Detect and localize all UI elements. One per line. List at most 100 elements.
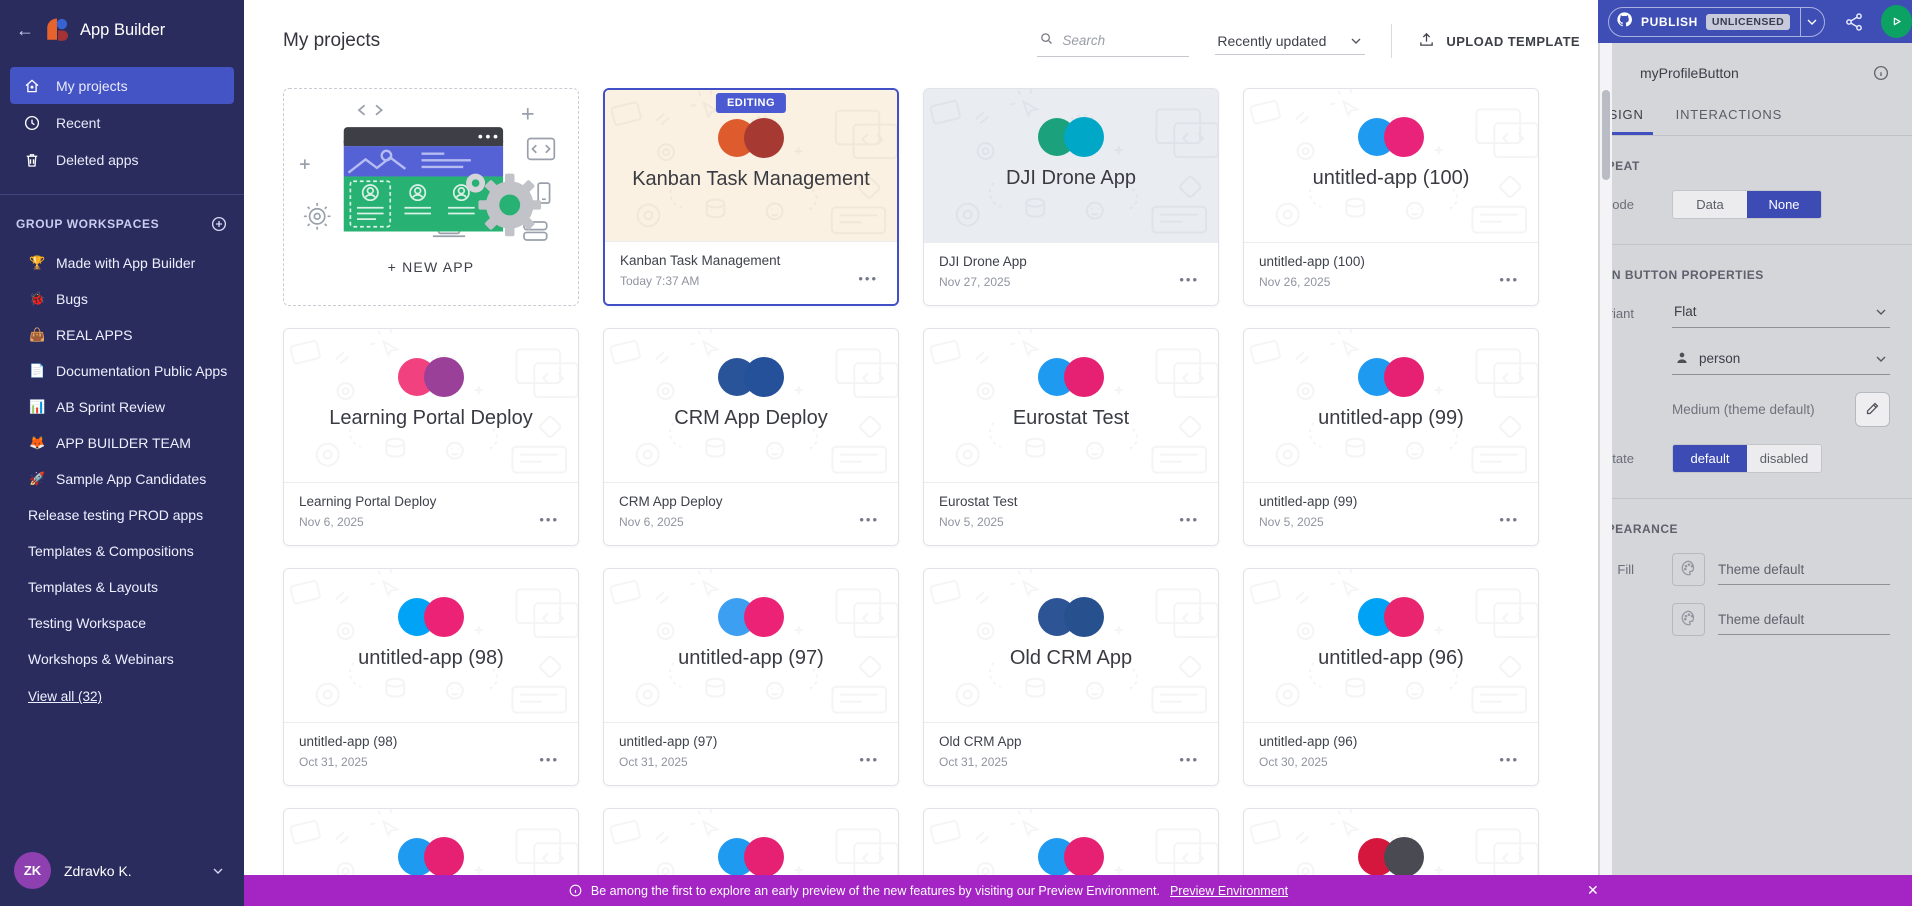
project-date: Oct 31, 2025 <box>939 755 1008 769</box>
project-name: Eurostat Test <box>939 494 1018 509</box>
project-card-untitled-app-99[interactable]: untitled-app (99) untitled-app (99) Nov … <box>1243 328 1539 546</box>
second-color-value: Theme default <box>1718 605 1890 635</box>
repeat-mode-toggle: Data None <box>1672 190 1822 219</box>
workspace-item-sample-app-candidates[interactable]: 🚀 Sample App Candidates <box>0 461 244 497</box>
info-icon <box>568 883 583 898</box>
card-menu-button[interactable]: ••• <box>539 752 559 767</box>
workspace-label: Release testing PROD apps <box>28 507 204 523</box>
card-menu-button[interactable]: ••• <box>1179 752 1199 767</box>
project-card-untitled-app-97[interactable]: untitled-app (97) untitled-app (97) Oct … <box>603 568 899 786</box>
publish-label: PUBLISH <box>1641 14 1698 29</box>
thumbnail-app-name: CRM App Deploy <box>674 407 828 429</box>
project-card-old-crm-app[interactable]: Old CRM App Old CRM App Oct 31, 2025 ••• <box>923 568 1219 786</box>
state-disabled-button[interactable]: disabled <box>1747 445 1821 472</box>
project-card-untitled-app-100[interactable]: untitled-app (100) untitled-app (100) No… <box>1243 88 1539 306</box>
workspace-item-ab-sprint-review[interactable]: 📊 AB Sprint Review <box>0 389 244 425</box>
card-menu-button[interactable]: ••• <box>859 752 879 767</box>
upload-label: UPLOAD TEMPLATE <box>1446 33 1580 49</box>
view-all-link[interactable]: View all (32) <box>28 689 103 704</box>
home-icon <box>23 77 41 95</box>
main-header: My projects Recently updated UPLOAD TEMP… <box>283 24 1580 58</box>
sort-dropdown[interactable]: Recently updated <box>1215 28 1366 55</box>
project-card-crm-app-deploy[interactable]: CRM App Deploy CRM App Deploy Nov 6, 202… <box>603 328 899 546</box>
project-name: untitled-app (97) <box>619 734 718 749</box>
mode-data-button[interactable]: Data <box>1673 191 1747 218</box>
tab-design[interactable]: DESIGN <box>1612 107 1644 122</box>
workspace-item-documentation-public-apps[interactable]: 📄 Documentation Public Apps <box>0 353 244 389</box>
project-card-untitled-app-98[interactable]: untitled-app (98) untitled-app (98) Oct … <box>283 568 579 786</box>
publish-options-button[interactable] <box>1800 7 1824 36</box>
project-card-dji-drone-app[interactable]: DJI Drone App DJI Drone App Nov 27, 2025… <box>923 88 1219 306</box>
edit-size-button[interactable] <box>1855 392 1890 427</box>
card-menu-button[interactable]: ••• <box>858 271 878 286</box>
app-logo-circles <box>718 118 784 158</box>
card-menu-button[interactable]: ••• <box>859 512 879 527</box>
doodle-pattern <box>929 569 1218 714</box>
properties-panel: myProfileButton DESIGN INTERACTIONS REPE… <box>1612 43 1912 906</box>
project-card-untitled-app-96[interactable]: untitled-app (96) untitled-app (96) Oct … <box>1243 568 1539 786</box>
add-workspace-button[interactable] <box>210 215 228 233</box>
chevron-down-icon <box>210 863 226 879</box>
workspace-item-real-apps[interactable]: 👜 REAL APPS <box>0 317 244 353</box>
project-thumbnail: CRM App Deploy <box>604 329 898 483</box>
projects-main: My projects Recently updated UPLOAD TEMP… <box>244 0 1598 906</box>
thumbnail-app-name: DJI Drone App <box>1005 167 1137 189</box>
card-menu-button[interactable]: ••• <box>1499 512 1519 527</box>
new-app-card[interactable]: + NEW APP <box>283 88 579 306</box>
preview-environment-link[interactable]: Preview Environment <box>1169 883 1289 898</box>
panel-tabs: DESIGN INTERACTIONS <box>1612 82 1912 136</box>
workspace-item-templates-layouts[interactable]: Templates & Layouts <box>0 569 244 605</box>
card-menu-button[interactable]: ••• <box>1179 272 1199 287</box>
workspace-item-made-with-app-builder[interactable]: 🏆 Made with App Builder <box>0 245 244 281</box>
state-default-button[interactable]: default <box>1673 445 1747 472</box>
workspace-item-release-testing-prod-apps[interactable]: Release testing PROD apps <box>0 497 244 533</box>
project-name: Kanban Task Management <box>620 253 781 268</box>
icon-select[interactable]: person <box>1672 345 1890 375</box>
card-menu-button[interactable]: ••• <box>1499 752 1519 767</box>
card-menu-button[interactable]: ••• <box>1179 512 1199 527</box>
thumbnail-app-name: Learning Portal Deploy <box>329 407 533 429</box>
project-card-kanban-task-management[interactable]: EDITING Kanban Task Management Kanban Ta… <box>603 88 899 306</box>
sidebar-item-recent[interactable]: Recent <box>10 104 234 141</box>
project-thumbnail: untitled-app (99) <box>1244 329 1538 483</box>
banner-close-button[interactable]: ✕ <box>1587 875 1599 906</box>
project-card-eurostat-test[interactable]: Eurostat Test Eurostat Test Nov 5, 2025 … <box>923 328 1219 546</box>
upload-template-button[interactable]: UPLOAD TEMPLATE <box>1418 31 1580 51</box>
second-color-picker-button[interactable] <box>1672 603 1705 636</box>
workspace-item-testing-workspace[interactable]: Testing Workspace <box>0 605 244 641</box>
fill-color-picker-button[interactable] <box>1672 553 1705 586</box>
mode-none-button[interactable]: None <box>1747 191 1821 218</box>
workspace-label: Testing Workspace <box>28 615 147 631</box>
variant-select[interactable]: Flat <box>1672 299 1890 328</box>
workspace-label: AB Sprint Review <box>56 399 165 415</box>
sidebar-item-deleted-apps[interactable]: Deleted apps <box>10 141 234 178</box>
state-label: State <box>1612 451 1634 466</box>
banner-text: Be among the first to explore an early p… <box>590 883 1160 898</box>
info-icon[interactable] <box>1872 64 1890 82</box>
sidebar-item-my-projects[interactable]: My projects <box>10 67 234 104</box>
workspace-item-bugs[interactable]: 🐞 Bugs <box>0 281 244 317</box>
search-input[interactable] <box>1062 33 1173 48</box>
workspace-item-templates-compositions[interactable]: Templates & Compositions <box>0 533 244 569</box>
scrollbar-thumb[interactable] <box>1602 90 1610 180</box>
app-logo-circles <box>718 357 784 397</box>
preview-play-button[interactable] <box>1880 5 1912 38</box>
card-menu-button[interactable]: ••• <box>539 512 559 527</box>
projects-grid: + NEW APP <box>283 88 1539 906</box>
project-name: DJI Drone App <box>939 254 1027 269</box>
share-button[interactable] <box>1844 12 1864 32</box>
workspace-label: Sample App Candidates <box>56 471 207 487</box>
publish-button[interactable]: PUBLISH UNLICENSED <box>1609 8 1800 36</box>
project-thumbnail: EDITING Kanban Task Management <box>605 90 897 244</box>
sidebar-nav: My projects Recent Deleted apps <box>0 67 244 178</box>
project-card-learning-portal-deploy[interactable]: Learning Portal Deploy Learning Portal D… <box>283 328 579 546</box>
workspace-item-app-builder-team[interactable]: 🦊 APP BUILDER TEAM <box>0 425 244 461</box>
back-arrow-icon[interactable]: ← <box>16 20 34 40</box>
project-name: untitled-app (99) <box>1259 494 1358 509</box>
user-menu[interactable]: ZK Zdravko K. <box>0 842 244 899</box>
workspace-icon: 🐞 <box>29 291 46 306</box>
workspace-item-workshops-webinars[interactable]: Workshops & Webinars <box>0 641 244 677</box>
right-column: PUBLISH UNLICENSED myProfileButton <box>1598 0 1912 906</box>
card-menu-button[interactable]: ••• <box>1499 272 1519 287</box>
tab-interactions[interactable]: INTERACTIONS <box>1675 107 1783 122</box>
